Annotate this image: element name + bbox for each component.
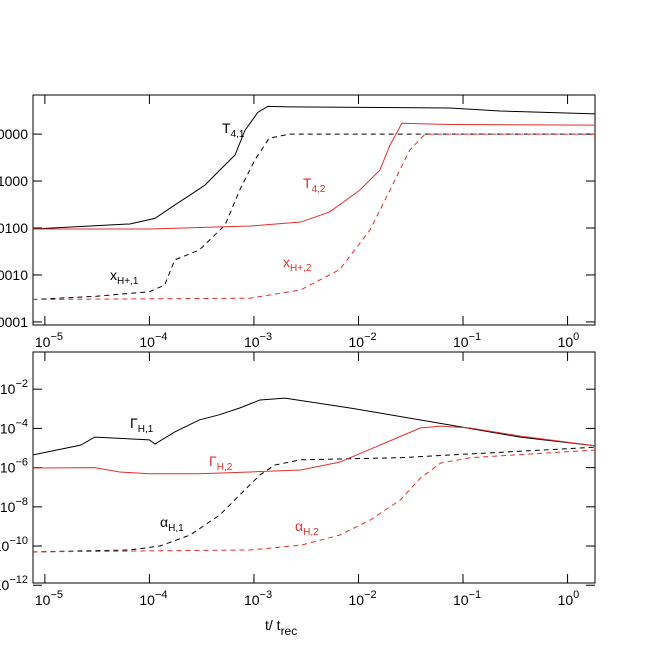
x-tick-label-main: 10 <box>558 334 574 350</box>
series-line <box>33 133 595 301</box>
y-tick-label-main: 10 <box>0 538 10 554</box>
x-tick-label: 10−4 <box>139 589 167 608</box>
y-tick-label: 10−12 <box>0 574 28 593</box>
series-label-sub: H,2 <box>217 462 233 473</box>
x-tick-label-sub: −1 <box>469 331 482 343</box>
x-tick-label: 100 <box>558 331 580 350</box>
series-label-sub: H+,2 <box>290 263 312 274</box>
series-line <box>33 122 595 230</box>
x-axis-title-sub: rec <box>281 624 298 638</box>
x-tick-label-main: 10 <box>348 592 364 608</box>
x-axis-title: t/ trec <box>265 617 297 638</box>
y-tick-label: 0.0001 <box>0 314 28 330</box>
x-tick-label-main: 10 <box>139 592 155 608</box>
y-tick-label: 10−6 <box>0 457 28 476</box>
series-label-main: Γ <box>130 415 138 431</box>
series-label-main: α <box>160 514 168 530</box>
series-label-sub: H,1 <box>168 523 184 534</box>
series-label-sub: H,1 <box>138 424 154 435</box>
series-label: T4,2 <box>303 175 326 195</box>
x-tick-label: 10−2 <box>348 589 376 608</box>
series-line <box>33 133 595 300</box>
x-tick-label: 10−1 <box>453 331 481 350</box>
series-label-sub: H,2 <box>303 527 319 538</box>
series-line <box>33 425 595 475</box>
y-tick-label-main: 10 <box>0 499 16 515</box>
x-tick-label: 10−4 <box>139 331 167 350</box>
y-tick-label: 0.1000 <box>0 173 28 189</box>
series-line <box>33 397 595 456</box>
y-tick-label-main: 10 <box>0 460 16 476</box>
series-label-sub: 4,2 <box>312 184 326 195</box>
series-label-main: T <box>222 120 231 136</box>
panel: 10−510−410−310−210−11001.00000.10000.010… <box>0 94 596 350</box>
panel: 10−510−410−310−210−110010−210−410−610−81… <box>0 351 596 638</box>
series-label: ΓH,1 <box>130 415 154 435</box>
series-label: T4,1 <box>222 120 245 140</box>
x-tick-label-main: 10 <box>453 334 469 350</box>
series-label-main: x <box>283 254 290 270</box>
x-tick-label-sub: 0 <box>573 589 579 601</box>
series-label: xH+,1 <box>110 267 139 287</box>
x-tick-label-sub: −1 <box>469 589 482 601</box>
x-tick-label-main: 10 <box>558 592 574 608</box>
x-tick-label-main: 10 <box>35 334 51 350</box>
y-tick-label-main: 10 <box>0 420 16 436</box>
x-tick-label-sub: −5 <box>50 589 63 601</box>
series-label: αH,1 <box>160 514 184 534</box>
series-label-sub: 4,1 <box>231 129 245 140</box>
y-tick-label: 10−8 <box>0 496 28 515</box>
x-tick-label-main: 10 <box>139 334 155 350</box>
x-tick-label-sub: −2 <box>364 589 377 601</box>
y-tick-label: 10−2 <box>0 378 28 397</box>
series-line <box>33 449 595 553</box>
x-tick-label-main: 10 <box>244 334 260 350</box>
y-tick-label-main: 10 <box>0 577 10 593</box>
x-axis-title-main: t/ t <box>265 617 281 633</box>
x-tick-label: 10−1 <box>453 589 481 608</box>
series-label-main: Γ <box>209 453 217 469</box>
series-label: xH+,2 <box>283 254 312 274</box>
x-tick-label: 10−5 <box>35 589 63 608</box>
series-label: αH,2 <box>295 518 319 538</box>
series-label-main: α <box>295 518 303 534</box>
y-tick-label-sub: −8 <box>15 496 28 508</box>
y-tick-label-sub: −12 <box>9 574 28 586</box>
plot-frame <box>32 94 596 326</box>
x-tick-label-sub: −3 <box>260 589 273 601</box>
y-tick-label-sub: −2 <box>15 378 28 390</box>
x-tick-label-main: 10 <box>244 592 260 608</box>
series-label-main: x <box>110 267 117 283</box>
series-line <box>33 446 595 553</box>
x-tick-label-sub: 0 <box>573 331 579 343</box>
y-tick-label-sub: −10 <box>9 535 28 547</box>
x-tick-label: 10−2 <box>348 331 376 350</box>
y-tick-label-sub: −4 <box>15 417 28 429</box>
series-label-main: T <box>303 175 312 191</box>
x-tick-label: 100 <box>558 589 580 608</box>
x-tick-label-sub: −4 <box>155 589 168 601</box>
x-tick-label-sub: −5 <box>50 331 63 343</box>
x-tick-label-sub: −3 <box>260 331 273 343</box>
series-label: ΓH,2 <box>209 453 233 473</box>
y-tick-label-sub: −6 <box>15 457 28 469</box>
x-tick-label-main: 10 <box>453 592 469 608</box>
x-tick-label-sub: −4 <box>155 331 168 343</box>
y-tick-label: 10−10 <box>0 535 28 554</box>
x-tick-label: 10−5 <box>35 331 63 350</box>
x-tick-label-main: 10 <box>35 592 51 608</box>
y-tick-label: 1.0000 <box>0 126 28 142</box>
y-tick-label: 10−4 <box>0 417 28 436</box>
series-line <box>33 105 595 230</box>
series-label-sub: H+,1 <box>117 276 139 287</box>
y-tick-label: 0.0010 <box>0 267 28 283</box>
y-tick-label-main: 10 <box>0 381 16 397</box>
x-tick-label-sub: −2 <box>364 331 377 343</box>
y-tick-label: 0.0100 <box>0 220 28 236</box>
x-tick-label: 10−3 <box>244 589 272 608</box>
x-tick-label: 10−3 <box>244 331 272 350</box>
x-tick-label-main: 10 <box>348 334 364 350</box>
